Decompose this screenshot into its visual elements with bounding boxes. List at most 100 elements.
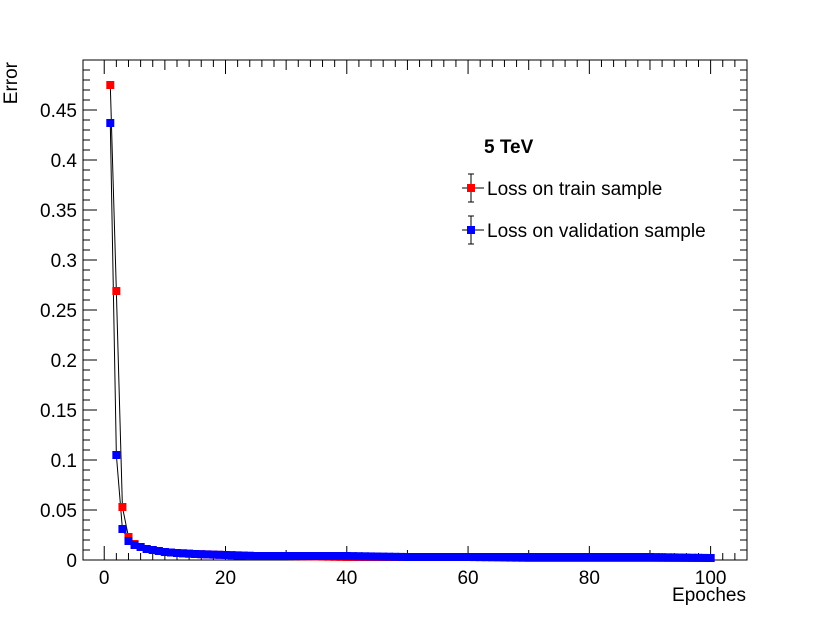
legend-entries: Loss on train sample Loss on validation s…: [462, 173, 706, 245]
data-point: [579, 553, 588, 561]
data-point: [488, 553, 497, 561]
data-point: [373, 552, 382, 561]
data-point: [439, 553, 448, 561]
data-point: [203, 550, 212, 559]
data-point: [215, 550, 224, 559]
x-tick-label: 80: [579, 568, 600, 589]
data-point: [403, 553, 412, 561]
data-point: [130, 541, 139, 549]
data-point: [451, 553, 460, 561]
y-tick-label: 0.35: [40, 201, 77, 222]
data-point: [251, 552, 260, 560]
axis-ticks: [83, 59, 747, 561]
data-point: [470, 553, 479, 561]
y-tick-label: 0.3: [51, 251, 77, 272]
data-point: [585, 553, 594, 561]
data-point: [506, 553, 515, 561]
data-point: [573, 553, 582, 561]
data-point: [221, 551, 230, 559]
data-point: [457, 553, 466, 561]
data-point: [263, 552, 272, 560]
data-point: [524, 553, 533, 561]
data-point: [555, 553, 564, 561]
data-point: [233, 551, 242, 560]
data-point: [427, 553, 436, 561]
data-point: [615, 553, 624, 561]
data-point: [482, 553, 491, 561]
data-point: [688, 553, 697, 562]
data-point: [639, 553, 648, 561]
data-point: [609, 553, 618, 561]
x-tick-label: 40: [336, 568, 357, 589]
x-tick-label: 60: [457, 568, 478, 589]
data-point: [106, 81, 115, 89]
data-point: [324, 552, 333, 560]
y-tick-label: 0.2: [51, 351, 77, 372]
data-point: [494, 553, 503, 561]
data-point: [148, 546, 157, 554]
data-point: [415, 553, 424, 561]
data-point: [445, 553, 454, 561]
data-point: [379, 552, 388, 561]
data-point: [694, 553, 703, 562]
data-point: [306, 552, 315, 560]
legend-label: Loss on train sample: [487, 179, 662, 200]
data-point: [124, 537, 133, 545]
data-point: [603, 553, 612, 561]
plot-frame: [82, 59, 748, 561]
data-point: [118, 503, 127, 511]
series-lines: [109, 84, 711, 559]
data-point: [621, 553, 630, 561]
data-point: [112, 451, 121, 459]
data-point: [433, 553, 442, 561]
y-tick-label: 0.15: [40, 401, 77, 422]
y-tick-label: 0.4: [51, 151, 78, 172]
series-points: [106, 81, 715, 562]
data-point: [536, 553, 545, 561]
data-point: [530, 553, 539, 561]
data-point: [197, 550, 206, 559]
data-point: [282, 552, 291, 560]
series-line-0: [109, 84, 711, 559]
data-point: [112, 287, 121, 295]
axis-tick-labels: 0 20 40 60 80 100 0 0.05 0.1 0.15 0.2 0.25 0.3 0.35 0.…: [40, 101, 726, 589]
data-point: [166, 548, 175, 557]
data-point: [342, 552, 351, 560]
data-point: [300, 552, 309, 560]
x-axis-title: Epoches: [672, 585, 746, 606]
data-point: [567, 553, 576, 561]
data-point: [185, 549, 194, 558]
data-point: [245, 551, 254, 560]
data-point: [179, 549, 188, 558]
data-point: [106, 119, 115, 127]
data-point: [257, 552, 266, 560]
data-point: [142, 545, 151, 553]
data-point: [409, 553, 418, 561]
data-point: [591, 553, 600, 561]
data-point: [652, 553, 661, 562]
data-point: [633, 553, 642, 561]
data-point: [518, 553, 527, 561]
data-point: [276, 552, 285, 560]
data-point: [548, 553, 557, 561]
data-point: [397, 552, 406, 561]
data-point: [627, 553, 636, 561]
data-point: [664, 553, 673, 562]
data-point: [464, 553, 473, 561]
data-point: [682, 553, 691, 562]
data-point: [191, 550, 200, 558]
data-point: [500, 553, 509, 561]
data-point: [421, 553, 430, 561]
data-point: [700, 553, 709, 562]
data-point: [227, 551, 236, 560]
data-point: [288, 552, 297, 560]
data-point: [294, 552, 303, 560]
x-tick-label: 20: [215, 568, 236, 589]
legend-entry: Loss on validation sample: [462, 215, 706, 245]
data-point: [645, 553, 654, 561]
data-point: [336, 552, 345, 560]
data-point: [172, 549, 181, 557]
data-point: [658, 553, 667, 562]
data-point: [512, 553, 521, 561]
